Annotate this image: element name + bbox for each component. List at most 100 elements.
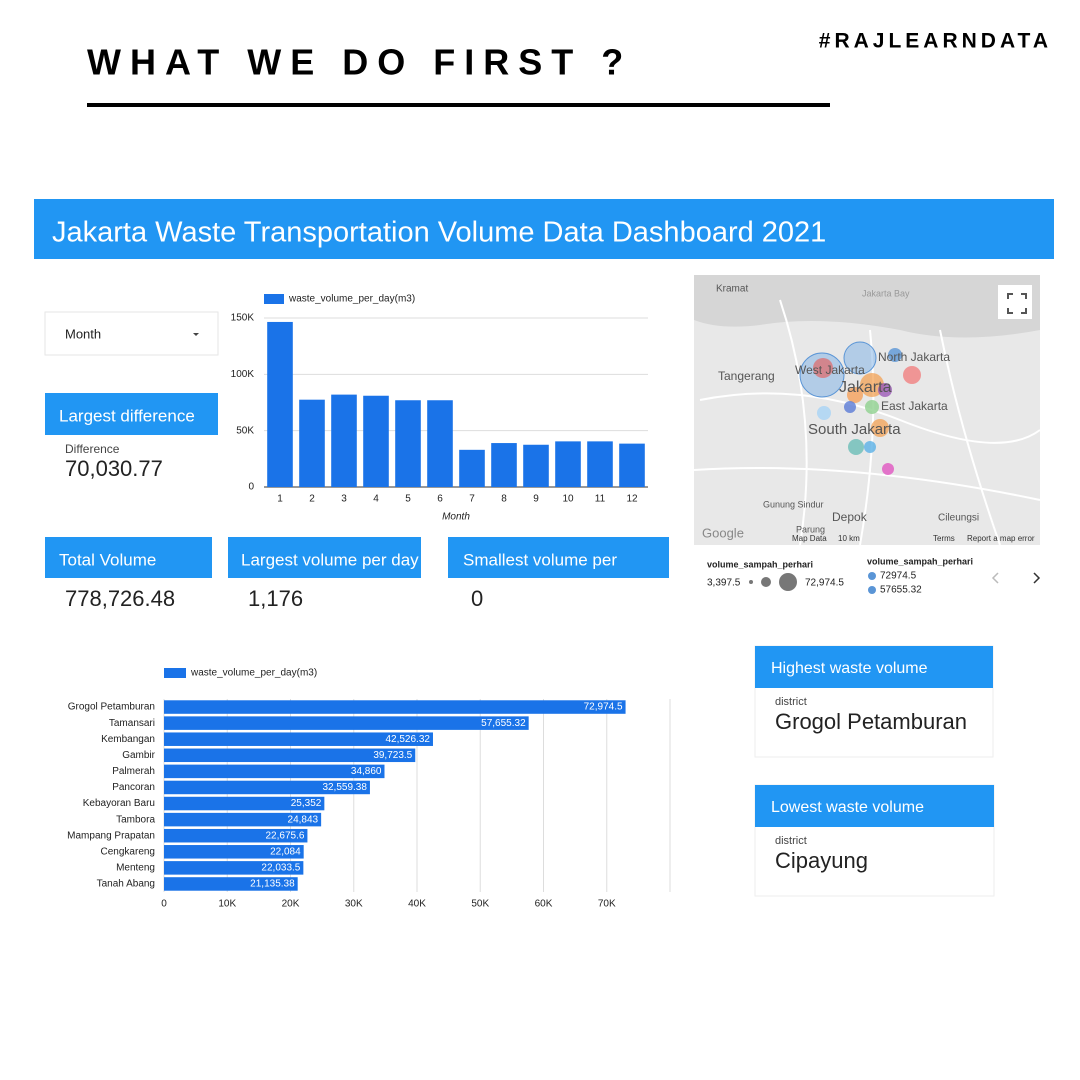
legend-swatch	[264, 294, 284, 304]
value-label: 22,033.5	[261, 863, 300, 874]
x-tick-label: 9	[533, 494, 539, 505]
value-label: 22,084	[270, 846, 301, 857]
bar	[164, 877, 298, 891]
filter-label[interactable]: Month	[65, 326, 101, 341]
map-label: East Jakarta	[881, 399, 948, 413]
map-roads	[693, 299, 1041, 546]
kpi-title: Largest volume per day	[241, 550, 419, 569]
bar	[555, 441, 581, 487]
x-tick-label: 4	[373, 494, 379, 505]
value-label: 42,526.32	[385, 734, 430, 745]
kpi-value: 778,726.48	[65, 586, 175, 611]
map-bubble	[847, 387, 863, 403]
y-tick-label: Tambora	[116, 814, 155, 825]
bar	[164, 700, 626, 714]
map-bubble	[878, 383, 892, 397]
kpi-value: 1,176	[248, 586, 303, 611]
map-bubble	[813, 358, 833, 378]
bar	[164, 748, 416, 763]
map-label: Jakarta	[839, 379, 892, 396]
x-tick-label: 7	[469, 494, 475, 505]
bar	[459, 449, 485, 487]
legend-title: volume_sampah_perhari	[867, 556, 973, 566]
bar	[164, 861, 304, 875]
bar	[164, 764, 385, 779]
card-label: district	[775, 696, 807, 708]
map-label: Cileungsi	[938, 513, 979, 524]
x-tick-label: 12	[626, 494, 638, 505]
map-footer[interactable]: Map Data	[792, 534, 827, 543]
kpi-title: Smallest volume per	[463, 550, 617, 569]
y-tick-label: 0	[248, 482, 254, 493]
legend-title: volume_sampah_perhari	[707, 559, 813, 569]
y-tick-label: 150K	[231, 313, 255, 324]
legend-dot	[761, 577, 771, 587]
map-bubble	[848, 439, 864, 455]
value-label: 32,559.38	[322, 782, 367, 793]
map-bubble	[903, 366, 921, 384]
map-label: Jakarta Bay	[862, 288, 910, 298]
bar	[164, 828, 308, 843]
card-label: district	[775, 835, 807, 847]
card-header	[755, 646, 993, 688]
map-bubble	[860, 373, 884, 397]
kpi-title: Total Volume	[59, 550, 156, 569]
x-tick-label: 8	[501, 494, 507, 505]
map-label: Gunung Sindur	[763, 499, 824, 509]
value-label: 21,135.38	[250, 879, 295, 890]
kpi-value: 70,030.77	[65, 456, 163, 481]
card-title: Lowest waste volume	[771, 799, 924, 816]
legend-max: 72,974.5	[805, 578, 844, 589]
map-bubble	[864, 441, 876, 453]
bar	[331, 394, 357, 487]
map-footer[interactable]: Terms	[933, 534, 955, 543]
bar	[363, 395, 389, 487]
value-label: 24,843	[288, 814, 319, 825]
map-footer: 10 km	[838, 534, 860, 543]
dashboard-title: Jakarta Waste Transportation Volume Data…	[52, 217, 826, 249]
y-tick-label: Kebayoran Baru	[83, 798, 155, 809]
bar	[164, 716, 529, 730]
map-footer[interactable]: Report a map error	[967, 534, 1035, 543]
y-tick-label: Gambir	[122, 750, 155, 761]
value-label: 39,723.5	[373, 750, 412, 761]
map-legend	[694, 545, 1040, 605]
filter-dropdown[interactable]	[44, 311, 219, 356]
x-axis-title: Month	[442, 512, 470, 523]
y-tick-label: Grogol Petamburan	[68, 702, 155, 713]
legend-prev[interactable]	[991, 572, 999, 584]
legend-label: waste_volume_per_day(m3)	[288, 294, 415, 305]
legend-swatch	[868, 572, 876, 580]
kpi-header	[45, 537, 212, 578]
bar	[299, 399, 325, 487]
kpi-header	[448, 537, 669, 578]
y-tick-label: Palmerah	[112, 766, 155, 777]
x-tick-label: 20K	[282, 899, 300, 910]
bar	[164, 780, 370, 795]
fullscreen-icon	[1007, 293, 1027, 314]
value-label: 72,974.5	[584, 702, 623, 713]
bar	[164, 732, 433, 746]
card-value: Cipayung	[775, 848, 868, 873]
kpi-value: 0	[471, 586, 483, 611]
bar	[619, 443, 645, 487]
y-tick-label: Tanah Abang	[97, 879, 155, 890]
kpi-title: Largest difference	[59, 406, 195, 425]
bar	[395, 400, 421, 487]
map-bubble	[865, 400, 879, 414]
y-tick-label: 100K	[231, 369, 255, 380]
card-header	[755, 785, 994, 827]
legend-next[interactable]	[1033, 572, 1041, 584]
map-label: North Jakarta	[878, 350, 950, 364]
map-label: South Jakarta	[808, 421, 901, 438]
y-tick-label: 50K	[236, 425, 254, 436]
bar	[164, 812, 322, 827]
map-water	[694, 275, 1040, 338]
map[interactable]: Kramat Jakarta Bay Tangerang West Jakart…	[693, 275, 1041, 546]
x-tick-label: 50K	[471, 899, 489, 910]
legend-dot	[779, 573, 797, 591]
value-label: 25,352	[291, 798, 322, 809]
x-tick-label: 10K	[218, 899, 236, 910]
bar	[587, 441, 613, 487]
kpi-label: Difference	[65, 442, 120, 456]
